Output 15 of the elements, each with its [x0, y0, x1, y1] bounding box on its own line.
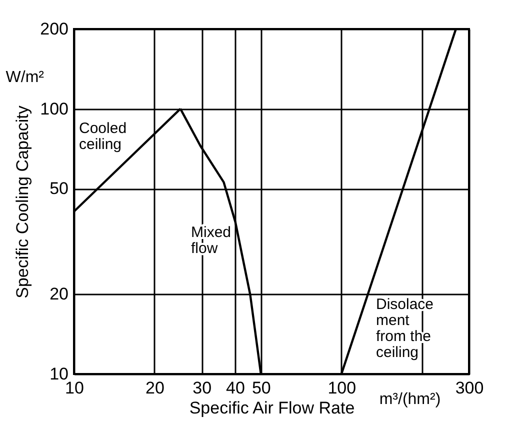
x-tick-label: 40 [226, 378, 245, 398]
x-tick-label: 100 [328, 378, 356, 398]
x-axis-title: Specific Air Flow Rate [189, 398, 355, 418]
x-tick-label: 50 [252, 378, 271, 398]
x-tick-label: 20 [146, 378, 164, 398]
y-tick-label: 20 [50, 284, 68, 304]
text: m³/(hm²) [379, 391, 441, 408]
text: W/m² [6, 69, 45, 86]
x-tick-label: 300 [455, 378, 484, 398]
y-tick-label: 200 [40, 20, 68, 38]
series-label: Cooled ceiling [79, 120, 127, 153]
x-tick-label: 30 [192, 378, 212, 398]
y-tick-label: 100 [40, 99, 68, 118]
y-axis-title: Specific Cooling Capacity [13, 105, 32, 298]
y-tick-label: 50 [50, 179, 68, 198]
